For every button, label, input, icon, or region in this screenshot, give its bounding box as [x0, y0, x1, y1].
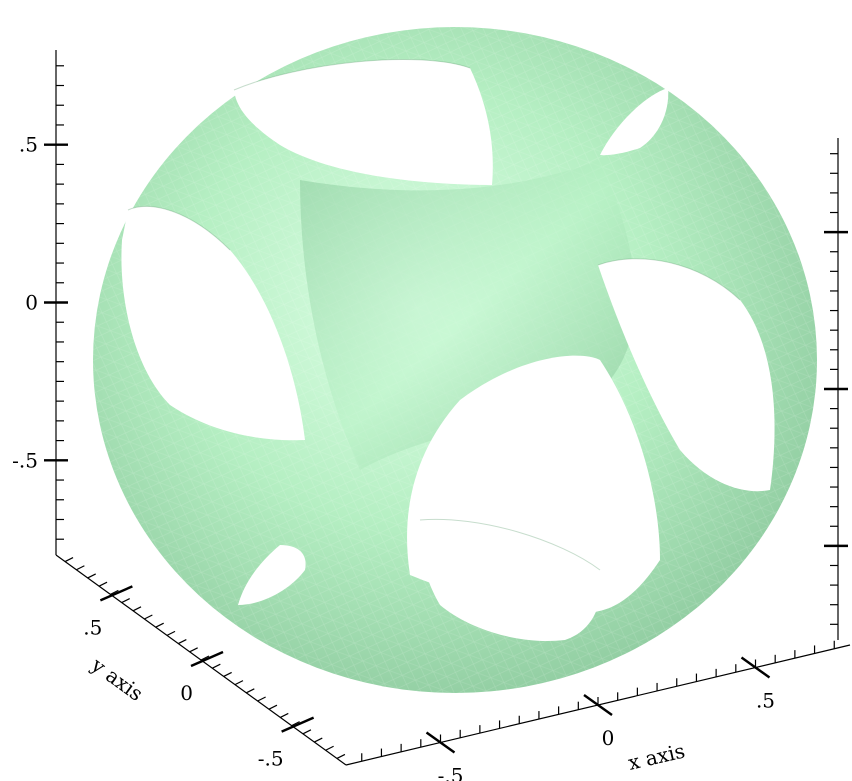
- y-major-tick: [281, 716, 315, 733]
- y-minor-tick: [325, 745, 334, 751]
- y-minor-tick: [155, 622, 164, 628]
- x-major-tick: [425, 731, 456, 754]
- y-minor-tick: [246, 688, 255, 694]
- x-major-tick: [740, 656, 771, 679]
- hole-bottom-left: [238, 545, 306, 605]
- y-minor-tick: [178, 639, 187, 645]
- y-major-tick: [99, 585, 133, 602]
- x-tick-label: .5: [756, 689, 775, 713]
- x-axis-label: x axis: [626, 739, 687, 775]
- y-minor-tick: [212, 663, 221, 669]
- z-tick-label: .5: [19, 133, 38, 157]
- hole-right: [598, 258, 775, 492]
- hole-top-right: [600, 88, 669, 156]
- y-minor-tick: [76, 565, 85, 571]
- y-minor-tick: [87, 573, 96, 579]
- y-minor-tick: [98, 581, 108, 587]
- y-minor-tick: [110, 589, 119, 595]
- y-tick-label: 0: [180, 681, 193, 705]
- y-axis-label: y axis: [86, 652, 147, 706]
- y-minor-tick: [314, 737, 323, 743]
- y-axis-ticks: .5 0 -.5: [64, 557, 346, 771]
- y-minor-tick: [280, 712, 289, 718]
- z-tick-label: -.5: [12, 448, 38, 472]
- y-minor-tick: [234, 680, 244, 686]
- y-tick-label: -.5: [258, 747, 284, 771]
- x-axis-ticks: -.5 0 .5: [361, 640, 835, 781]
- z-axis-right-ticks: [824, 153, 848, 625]
- y-minor-tick: [268, 704, 278, 710]
- hole-top: [234, 59, 493, 185]
- y-minor-tick: [64, 557, 74, 563]
- hole-bottom-inner: [419, 519, 602, 641]
- x-tick-label: 0: [602, 726, 615, 750]
- y-minor-tick: [189, 647, 198, 653]
- y-minor-tick: [291, 721, 300, 727]
- hole-left: [121, 206, 305, 441]
- x-major-tick: [583, 694, 613, 716]
- y-major-tick: [190, 650, 224, 668]
- y-minor-tick: [200, 655, 210, 661]
- y-minor-tick: [257, 696, 266, 702]
- y-minor-tick: [144, 614, 153, 620]
- y-minor-tick: [223, 671, 232, 677]
- x-tick-label: -.5: [438, 764, 464, 781]
- y-tick-label: .5: [83, 615, 102, 639]
- y-minor-tick: [121, 598, 130, 604]
- y-minor-tick: [132, 606, 142, 612]
- z-tick-label: 0: [25, 291, 38, 315]
- sphere-surface: [93, 27, 817, 693]
- y-minor-tick: [336, 753, 346, 759]
- z-axis-left-ticks: .5 0 -.5: [12, 65, 68, 540]
- y-minor-tick: [302, 729, 312, 735]
- y-minor-tick: [166, 630, 176, 636]
